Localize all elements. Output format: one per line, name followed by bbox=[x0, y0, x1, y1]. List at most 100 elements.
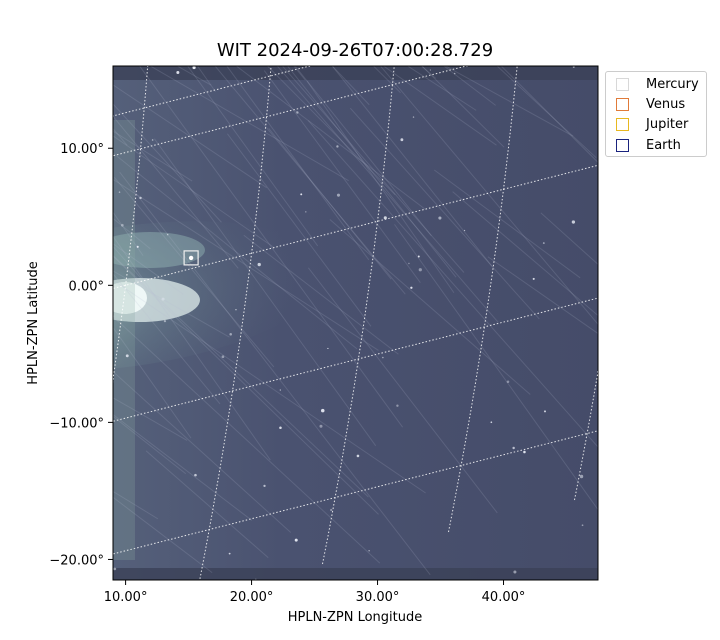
legend-label-jupiter: Jupiter bbox=[646, 116, 689, 132]
legend-item-mercury: Mercury bbox=[616, 76, 699, 92]
grid-parallel bbox=[113, 297, 598, 422]
star-texture bbox=[571, 220, 576, 224]
plot-area bbox=[112, 65, 599, 581]
y-tick-label: −10.00° bbox=[49, 416, 104, 431]
streak-texture bbox=[113, 217, 151, 250]
y-tick-label: 10.00° bbox=[60, 142, 104, 157]
streak-texture bbox=[394, 224, 598, 511]
star-texture bbox=[279, 389, 282, 391]
streak-texture bbox=[487, 256, 598, 335]
star-texture bbox=[542, 242, 545, 244]
y-tick-label: −20.00° bbox=[49, 553, 104, 568]
x-tick-label: 10.00° bbox=[104, 590, 148, 605]
x-axis-label: HPLN-ZPN Longitude bbox=[288, 610, 423, 625]
star-texture bbox=[579, 474, 584, 479]
star-texture bbox=[113, 567, 117, 571]
star-texture bbox=[463, 229, 466, 232]
planet-markers bbox=[183, 250, 199, 266]
star-texture bbox=[229, 332, 232, 336]
star-texture bbox=[327, 347, 329, 350]
streak-texture bbox=[113, 103, 222, 223]
streak-texture bbox=[113, 397, 188, 441]
star-texture bbox=[400, 138, 404, 142]
streak-texture bbox=[138, 66, 404, 428]
star-texture bbox=[581, 524, 584, 527]
streak-texture bbox=[329, 219, 531, 395]
legend-item-earth: Earth bbox=[616, 137, 681, 153]
legend-label-earth: Earth bbox=[646, 137, 681, 153]
legend-swatch-earth bbox=[616, 138, 629, 152]
grid-parallel bbox=[113, 430, 598, 555]
streak-texture bbox=[113, 135, 274, 248]
streak-texture bbox=[113, 178, 379, 351]
streak-texture bbox=[443, 66, 496, 106]
star-texture bbox=[118, 191, 121, 193]
star-texture bbox=[412, 116, 415, 118]
star-texture bbox=[429, 69, 432, 71]
legend-label-venus: Venus bbox=[646, 96, 686, 112]
streak-texture bbox=[266, 66, 396, 196]
star-texture bbox=[125, 354, 129, 358]
streak-texture bbox=[263, 70, 421, 283]
star-texture bbox=[163, 320, 167, 323]
streak-texture bbox=[113, 235, 271, 461]
streak-texture bbox=[540, 212, 598, 266]
streak-texture bbox=[113, 130, 193, 182]
grid-meridian bbox=[322, 66, 395, 565]
star-texture bbox=[356, 454, 360, 458]
streak-texture bbox=[113, 255, 379, 515]
legend-item-venus: Venus bbox=[616, 96, 685, 112]
streak-texture bbox=[113, 279, 426, 494]
star-texture bbox=[523, 450, 526, 454]
streak-texture bbox=[113, 243, 184, 295]
streak-texture bbox=[113, 255, 369, 498]
y-tick-label: 0.00° bbox=[69, 279, 104, 294]
streak-texture bbox=[433, 169, 581, 279]
star-texture bbox=[513, 570, 517, 574]
star-texture bbox=[321, 408, 325, 413]
star-texture bbox=[300, 193, 303, 196]
streak-texture bbox=[444, 66, 574, 137]
streak-texture bbox=[452, 191, 598, 317]
grid-parallel bbox=[113, 164, 598, 290]
grid-meridian bbox=[113, 66, 149, 383]
star-texture bbox=[305, 211, 307, 213]
star-texture bbox=[512, 446, 515, 450]
streak-texture bbox=[226, 133, 372, 327]
star-texture bbox=[161, 297, 165, 301]
streak-texture bbox=[113, 152, 358, 350]
streak-texture bbox=[113, 415, 187, 475]
streak-texture bbox=[113, 115, 239, 269]
streak-texture bbox=[307, 267, 498, 514]
star-texture bbox=[279, 426, 282, 429]
star-texture bbox=[418, 268, 422, 272]
planet-point bbox=[188, 255, 194, 261]
streak-texture bbox=[113, 84, 267, 189]
streak-texture bbox=[113, 413, 253, 521]
legend-swatch-mercury bbox=[616, 77, 629, 91]
streak-texture bbox=[113, 177, 275, 368]
star-texture bbox=[257, 262, 261, 267]
x-tick-label: 20.00° bbox=[230, 590, 274, 605]
image-texture bbox=[113, 66, 598, 580]
star-texture bbox=[532, 277, 535, 280]
streak-texture bbox=[226, 66, 370, 261]
x-tick-label: 30.00° bbox=[356, 590, 400, 605]
streak-texture bbox=[145, 450, 269, 558]
x-axis: 10.00° 20.00° 30.00° 40.00° bbox=[104, 580, 525, 605]
streak-texture bbox=[349, 107, 540, 320]
y-axis: 10.00° 0.00° −10.00° −20.00° bbox=[49, 142, 113, 568]
streak-texture bbox=[113, 490, 159, 520]
star-texture bbox=[228, 552, 231, 555]
star-texture bbox=[319, 424, 323, 428]
streak-texture bbox=[379, 66, 598, 326]
star-texture bbox=[438, 216, 442, 220]
streak-texture bbox=[214, 66, 406, 295]
star-texture bbox=[136, 245, 139, 248]
streak-texture bbox=[382, 66, 497, 146]
legend-label-mercury: Mercury bbox=[646, 76, 699, 92]
y-axis-label: HPLN-ZPN Latitude bbox=[26, 261, 41, 384]
star-texture bbox=[192, 66, 196, 70]
star-texture bbox=[410, 286, 413, 289]
